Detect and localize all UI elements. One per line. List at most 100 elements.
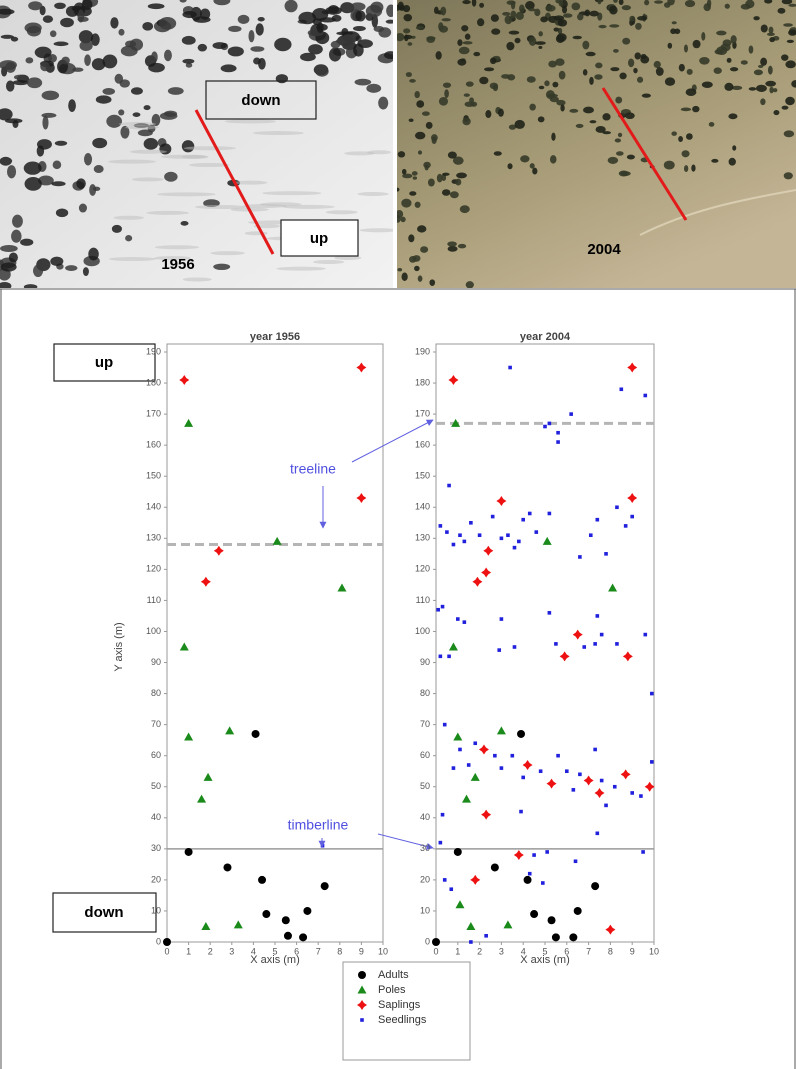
tree-blob	[457, 39, 463, 47]
tree-blob	[477, 18, 485, 27]
point	[644, 781, 655, 792]
tree-blob	[783, 130, 795, 138]
point	[569, 412, 573, 416]
tree-blob	[663, 160, 675, 170]
tree-blob	[365, 4, 383, 18]
point	[559, 651, 570, 662]
point	[499, 766, 504, 770]
tree-blob	[54, 140, 68, 146]
point	[272, 536, 282, 545]
tree-blob	[92, 186, 101, 191]
point	[546, 778, 557, 789]
point	[582, 645, 587, 649]
y-tick-label: 10	[151, 905, 161, 915]
tree-blob	[575, 123, 584, 129]
tree-blob	[465, 81, 474, 87]
tree-blob	[0, 281, 12, 288]
point	[436, 607, 440, 612]
tree-blob	[41, 90, 60, 101]
point	[445, 530, 449, 534]
snow-streak	[182, 277, 212, 282]
tree-blob	[663, 2, 671, 8]
trail	[639, 189, 796, 236]
tree-blob	[557, 19, 568, 27]
tree-blob	[159, 112, 178, 120]
tree-blob	[553, 27, 560, 32]
point	[455, 900, 465, 909]
y-tick-label: 180	[146, 377, 161, 387]
snow-streak	[253, 224, 280, 229]
tree-blob	[442, 172, 450, 176]
tree-blob	[728, 113, 738, 120]
point	[541, 881, 545, 885]
tree-blob	[507, 163, 513, 170]
tree-blob	[120, 125, 130, 139]
y-tick-label: 40	[151, 812, 161, 822]
tree-blob	[686, 133, 693, 140]
tree-blob	[777, 7, 786, 14]
tree-blob	[464, 33, 471, 40]
y-tick-label: 70	[151, 719, 161, 729]
point	[517, 729, 526, 738]
tree-blob	[459, 205, 470, 214]
y-tick-label: 100	[415, 626, 430, 636]
tree-blob	[257, 17, 265, 22]
point	[513, 850, 524, 861]
point	[499, 536, 504, 541]
tree-blob	[111, 224, 122, 233]
tree-blob	[425, 121, 433, 129]
tree-blob	[753, 16, 760, 21]
tree-blob	[405, 72, 412, 78]
tree-blob	[182, 58, 195, 64]
tree-blob	[23, 284, 38, 288]
tree-blob	[584, 9, 591, 17]
tree-blob	[412, 255, 421, 262]
tree-blob	[755, 84, 767, 92]
tree-blob	[683, 165, 689, 172]
point	[512, 545, 517, 550]
point	[320, 843, 325, 848]
tree-blob	[151, 51, 158, 63]
y-tick-label: 90	[420, 657, 430, 667]
tree-blob	[397, 33, 405, 42]
point	[483, 545, 494, 556]
tree-blob	[681, 150, 690, 158]
tree-blob	[403, 34, 413, 40]
tree-blob	[670, 28, 677, 35]
y-tick-label: 120	[146, 564, 161, 574]
y-tick-label: 140	[415, 502, 430, 512]
tree-blob	[538, 45, 543, 49]
tree-blob	[25, 57, 34, 64]
tree-blob	[654, 0, 664, 4]
point	[251, 729, 260, 738]
tree-blob	[12, 79, 29, 86]
transect-line	[194, 109, 275, 255]
point	[466, 763, 471, 767]
point	[547, 916, 556, 925]
tree-blob	[32, 264, 44, 278]
y-tick-label: 170	[415, 408, 430, 418]
tree-blob	[50, 256, 64, 266]
tree-blob	[130, 87, 143, 95]
point	[472, 576, 483, 587]
y-tick-label: 60	[151, 750, 161, 760]
tree-blob	[456, 172, 467, 179]
legend: Adults Poles Saplings Seedlings	[342, 961, 471, 1061]
point	[449, 887, 454, 892]
tree-blob	[23, 161, 42, 175]
snow-streak	[359, 228, 393, 233]
tree-blob	[490, 14, 499, 22]
point	[545, 850, 549, 854]
tree-blob	[538, 31, 543, 37]
x-axis-label: X axis (m)	[250, 954, 300, 966]
tree-blob	[683, 44, 688, 53]
y-tick-label: 90	[151, 657, 161, 667]
point	[447, 654, 451, 659]
tree-blob	[102, 88, 116, 95]
tree-blob	[143, 138, 159, 150]
tree-blob	[434, 6, 439, 15]
tree-blob	[51, 181, 66, 187]
snow-streak	[233, 180, 268, 185]
tree-blob	[489, 57, 497, 65]
point	[477, 533, 482, 538]
